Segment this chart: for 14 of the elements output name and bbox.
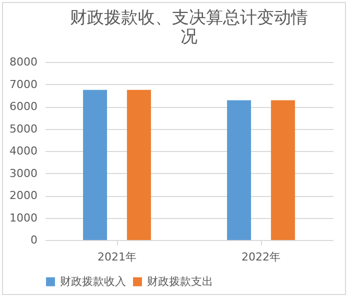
- chart-title: 财政拨款收、支决算总计变动情况: [70, 8, 308, 47]
- legend-label: 财政拨款支出: [147, 274, 213, 288]
- y-tick-label: 4000: [10, 144, 38, 158]
- y-tick-label: 5000: [10, 122, 38, 136]
- y-tick-label: 7000: [10, 78, 38, 91]
- y-tick-label: 8000: [10, 56, 38, 68]
- y-tick-label: 6000: [10, 100, 38, 113]
- x-tick-label: 2022年: [242, 250, 280, 264]
- y-tick-label: 1000: [10, 211, 38, 224]
- legend-label: 财政拨款收入: [60, 274, 126, 288]
- y-tick-label: 2000: [10, 189, 38, 202]
- y-tick-label: 3000: [10, 166, 38, 180]
- y-tick-label: 0: [30, 234, 38, 246]
- x-tick-label: 2021年: [98, 250, 136, 264]
